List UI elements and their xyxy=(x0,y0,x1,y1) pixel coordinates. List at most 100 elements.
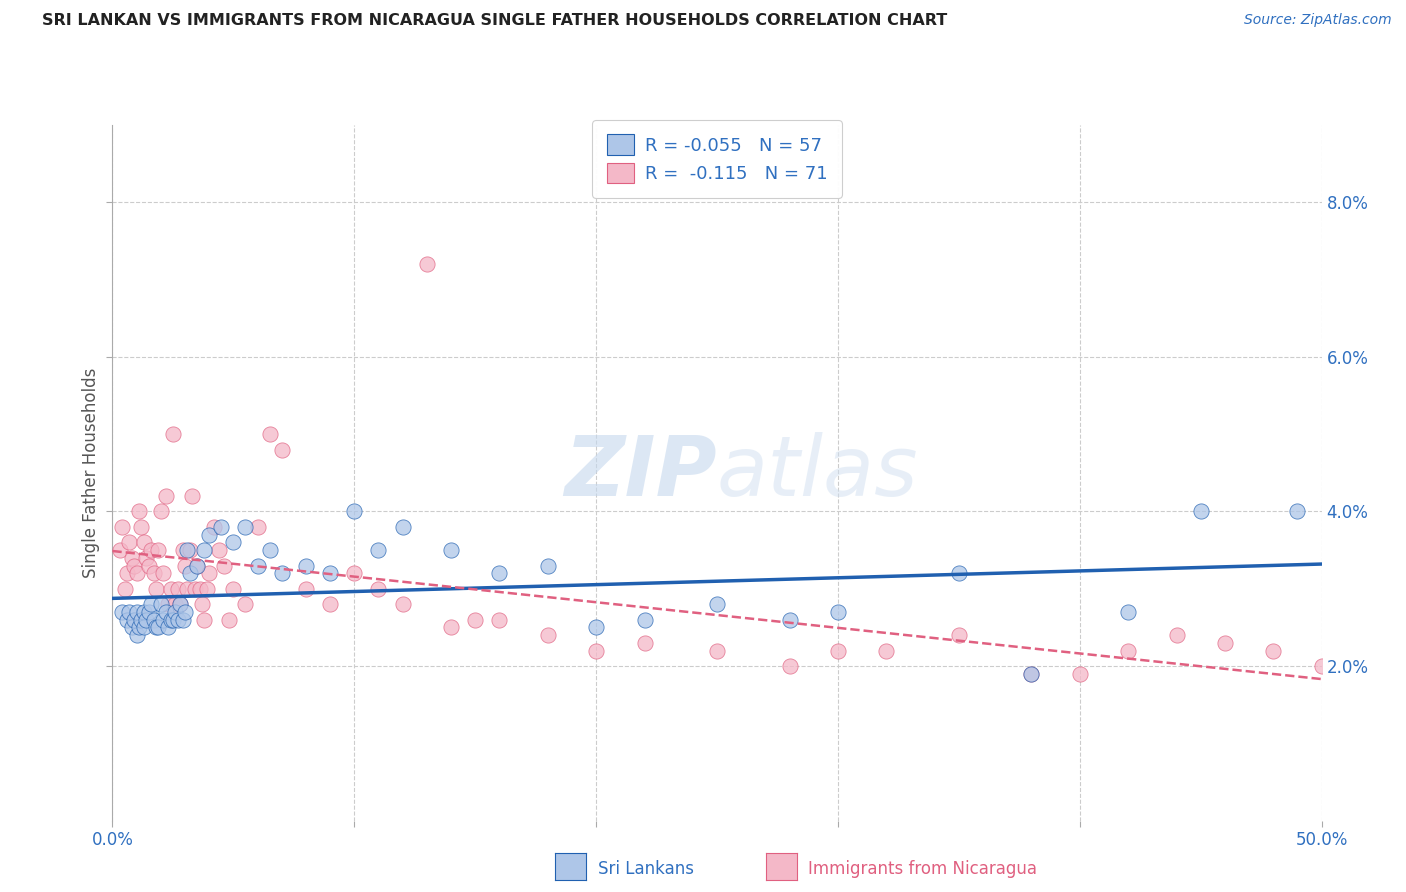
Point xyxy=(121,620,143,634)
Point xyxy=(391,597,413,611)
Point xyxy=(131,520,153,534)
Point xyxy=(128,504,150,518)
Point xyxy=(148,543,170,558)
Point xyxy=(1310,659,1333,673)
Point xyxy=(1069,666,1091,681)
Point xyxy=(121,550,143,565)
Point xyxy=(157,597,180,611)
Point xyxy=(633,613,655,627)
Point xyxy=(186,558,208,573)
Point xyxy=(391,520,413,534)
Point xyxy=(159,613,181,627)
Point xyxy=(295,582,318,596)
Point xyxy=(259,427,281,442)
Point xyxy=(172,613,194,627)
Point xyxy=(440,543,463,558)
Point xyxy=(145,582,167,596)
Point xyxy=(1166,628,1188,642)
Point xyxy=(367,582,389,596)
Text: SRI LANKAN VS IMMIGRANTS FROM NICARAGUA SINGLE FATHER HOUSEHOLDS CORRELATION CHA: SRI LANKAN VS IMMIGRANTS FROM NICARAGUA … xyxy=(42,13,948,29)
Point xyxy=(235,597,257,611)
Point xyxy=(176,543,198,558)
Point xyxy=(827,643,849,657)
Point xyxy=(148,620,170,634)
Point xyxy=(488,566,510,581)
Point xyxy=(779,613,801,627)
Point xyxy=(132,605,155,619)
Point xyxy=(165,605,187,619)
Point xyxy=(176,582,198,596)
Point xyxy=(122,558,145,573)
Point xyxy=(1116,643,1139,657)
Legend: R = -0.055   N = 57, R =  -0.115   N = 71: R = -0.055 N = 57, R = -0.115 N = 71 xyxy=(592,120,842,198)
Point xyxy=(488,613,510,627)
Point xyxy=(1021,666,1043,681)
Point xyxy=(319,597,342,611)
Point xyxy=(183,582,205,596)
Point xyxy=(128,620,150,634)
Point xyxy=(259,543,281,558)
Point xyxy=(367,543,389,558)
Point xyxy=(246,520,269,534)
Point xyxy=(537,628,560,642)
Point xyxy=(181,489,204,503)
Point xyxy=(193,613,215,627)
Point xyxy=(149,597,172,611)
Point xyxy=(135,550,157,565)
Point xyxy=(152,613,174,627)
Point xyxy=(875,643,897,657)
Point xyxy=(115,566,138,581)
Point xyxy=(179,566,201,581)
Text: Source: ZipAtlas.com: Source: ZipAtlas.com xyxy=(1244,13,1392,28)
Point xyxy=(188,582,211,596)
Point xyxy=(218,613,240,627)
Point xyxy=(706,597,728,611)
Point xyxy=(152,566,174,581)
Point xyxy=(343,504,366,518)
Point xyxy=(1213,636,1236,650)
Point xyxy=(155,605,177,619)
Y-axis label: Single Father Households: Single Father Households xyxy=(82,368,100,578)
Point xyxy=(115,613,138,627)
Point xyxy=(132,620,155,634)
Point xyxy=(198,566,221,581)
Point xyxy=(202,520,225,534)
Point xyxy=(118,605,141,619)
Point xyxy=(169,597,191,611)
Point xyxy=(125,628,148,642)
Point xyxy=(155,489,177,503)
Point xyxy=(235,520,257,534)
Point xyxy=(706,643,728,657)
Point xyxy=(125,566,148,581)
Point xyxy=(633,636,655,650)
Point xyxy=(141,597,163,611)
Point xyxy=(319,566,342,581)
Point xyxy=(141,543,163,558)
Point xyxy=(270,442,292,457)
Point xyxy=(779,659,801,673)
Point xyxy=(118,535,141,549)
Point xyxy=(440,620,463,634)
Point xyxy=(1116,605,1139,619)
Point xyxy=(585,643,607,657)
Point xyxy=(212,558,235,573)
Point xyxy=(145,620,167,634)
Point xyxy=(343,566,366,581)
Point xyxy=(585,620,607,634)
Point xyxy=(135,613,157,627)
Point xyxy=(166,582,188,596)
Point xyxy=(416,257,439,271)
Point xyxy=(138,558,160,573)
Point xyxy=(174,605,197,619)
Point xyxy=(1189,504,1212,518)
Point xyxy=(295,558,318,573)
Point xyxy=(464,613,486,627)
Point xyxy=(142,566,165,581)
Point xyxy=(162,427,184,442)
Point xyxy=(157,620,180,634)
Point xyxy=(174,558,197,573)
Point xyxy=(537,558,560,573)
Point xyxy=(159,582,181,596)
Point xyxy=(125,605,148,619)
Point xyxy=(191,597,214,611)
